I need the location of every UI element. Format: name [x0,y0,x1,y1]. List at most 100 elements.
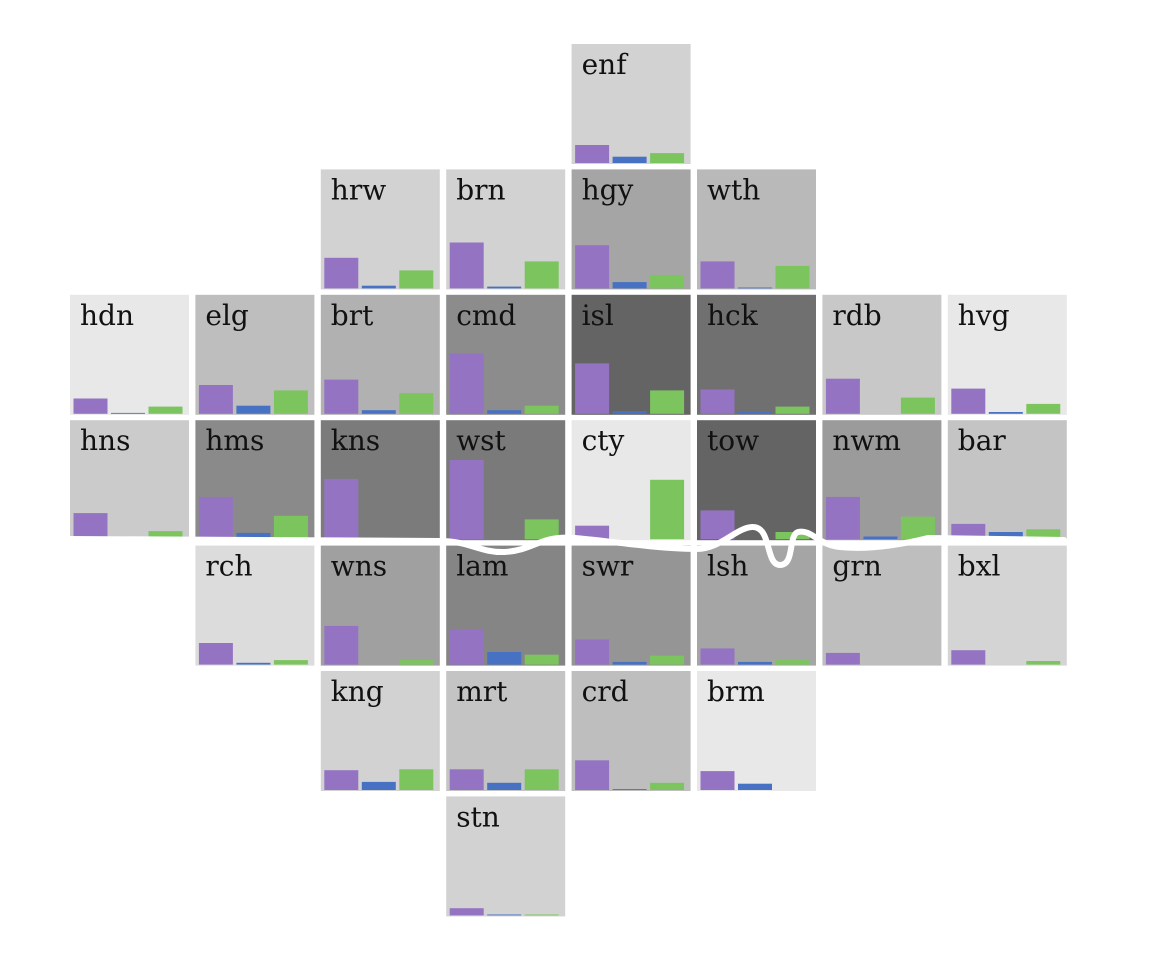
tile-isl: isl [571,294,691,415]
bar [988,532,1023,540]
bar [775,265,810,289]
bar [324,478,359,540]
bar [900,397,935,414]
tile-label: rch [205,550,252,583]
bar [575,639,610,665]
bar [399,769,434,790]
bar [399,393,434,414]
bar [575,363,610,414]
tile-background [947,545,1067,666]
bar [575,145,610,163]
tile-label: wns [331,550,387,583]
bar [73,398,108,414]
tile-swr: swr [571,545,691,666]
tile-enf: enf [571,44,691,164]
bar [775,660,810,665]
tile-label: hck [707,299,759,332]
tile-lsh: lsh [697,545,816,666]
tile-label: kns [331,424,380,457]
bar [951,388,986,414]
bar [524,769,559,790]
tile-tow: tow [697,420,816,541]
bar [650,479,685,540]
bar [449,460,484,540]
tile-label: cmd [456,299,516,332]
tile-label: hns [80,424,130,457]
tile-wst: wst [446,420,566,541]
bar [1026,529,1061,540]
bar [988,412,1023,414]
tile-label: mrt [456,675,508,708]
tile-label: bar [958,424,1007,457]
bar [487,410,522,414]
bar [324,625,359,665]
tile-wth: wth [697,169,816,290]
tile-brm: brm [697,671,816,791]
bar [650,655,685,665]
tile-background [697,545,816,666]
bar [738,412,772,414]
tile-label: hdn [80,299,134,332]
bar [524,519,559,540]
tile-background [822,545,942,666]
bar [612,789,647,790]
bar [650,153,685,163]
bar [700,771,735,790]
bar [449,908,484,916]
bar [700,389,735,414]
bar [361,285,396,289]
tile-brn: brn [446,169,566,290]
tile-label: wth [707,173,760,206]
bar [449,769,484,790]
bar [449,629,484,665]
tile-background [446,796,566,917]
bar [650,782,685,790]
bar [1026,661,1061,665]
bar [612,156,647,163]
tile-hrw: hrw [320,169,440,290]
bar [273,515,308,540]
tile-bar: bar [947,420,1067,541]
bar [575,245,610,289]
bar [825,378,860,414]
bar [361,410,396,414]
bar [449,242,484,289]
bar [738,287,772,289]
tile-label: brm [707,675,765,708]
bar [1026,403,1061,414]
tile-background [697,671,816,791]
tile-label: swr [582,550,634,583]
bar [700,261,735,289]
bar [524,914,559,916]
bar [825,496,860,540]
tile-label: hrw [331,173,386,206]
bar [738,661,772,665]
tile-hdn: hdn [70,294,189,415]
tile-bxl: bxl [947,545,1067,666]
tile-label: grn [832,550,881,583]
bar [612,282,647,289]
tile-label: bxl [958,550,1001,583]
bar [825,652,860,665]
tile-cmd: cmd [446,294,566,415]
bar [900,516,935,540]
bar [575,760,610,790]
bar [612,411,647,414]
tile-label: brt [331,299,374,332]
tile-hms: hms [195,420,315,541]
tile-cty: cty [571,420,691,541]
bar [324,379,359,414]
tile-label: hms [205,424,264,457]
bar [650,274,685,289]
bar [273,390,308,414]
bar [198,643,233,665]
tile-stn: stn [446,796,566,917]
tile-mrt: mrt [446,671,566,791]
bar [449,353,484,414]
bar [273,660,308,665]
bar [487,652,522,665]
tile-label: lsh [707,550,748,583]
bar [236,532,271,540]
bar [612,661,647,665]
tile-nwm: nwm [822,420,942,541]
